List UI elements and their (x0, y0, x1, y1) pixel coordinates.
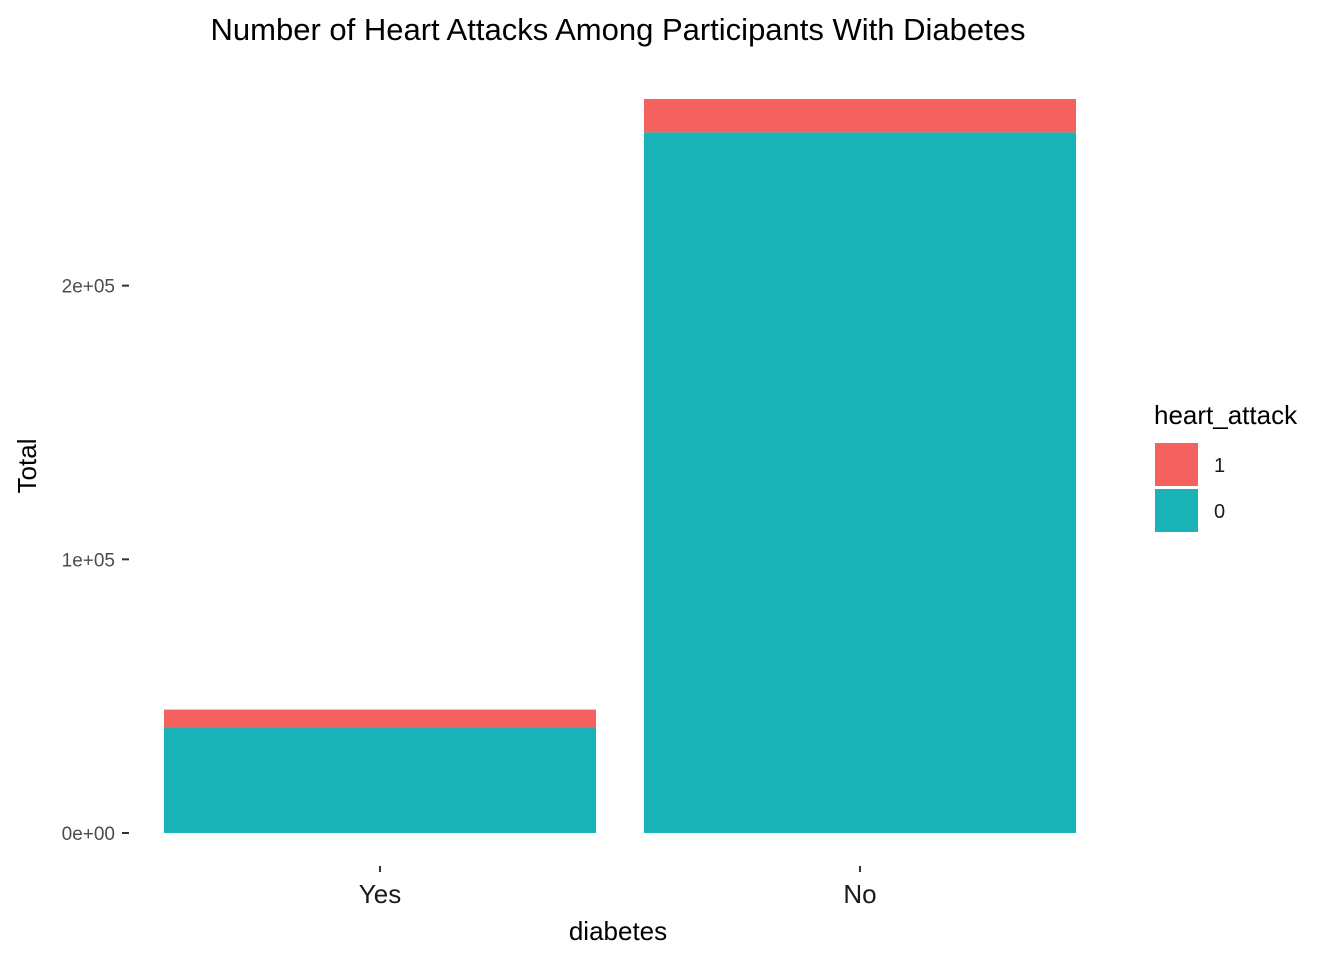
legend-label-0: 0 (1214, 501, 1225, 523)
y-tick-label: 1e+05 (62, 550, 115, 571)
x-axis-title: diabetes (569, 916, 667, 946)
plot-area (164, 99, 1076, 833)
y-tick-label: 0e+00 (62, 824, 115, 845)
x-tick-label: No (843, 879, 876, 909)
x-axis: Yes No (359, 866, 877, 909)
bar-no-heart-attack-1 (644, 99, 1076, 133)
bar-yes-heart-attack-1 (164, 709, 596, 728)
legend: heart_attack 1 0 (1154, 400, 1298, 532)
legend-title: heart_attack (1154, 400, 1298, 430)
y-axis: 0e+00 1e+05 2e+05 (62, 277, 129, 845)
legend-label-1: 1 (1214, 455, 1225, 477)
legend-key-0 (1155, 489, 1198, 532)
x-tick-label: Yes (359, 879, 401, 909)
y-axis-title: Total (12, 439, 42, 494)
chart-title: Number of Heart Attacks Among Participan… (211, 12, 1026, 47)
y-tick-label: 2e+05 (62, 277, 115, 298)
bar-no-heart-attack-0 (644, 132, 1076, 833)
legend-key-1 (1155, 443, 1198, 486)
bar-yes-heart-attack-0 (164, 727, 596, 833)
